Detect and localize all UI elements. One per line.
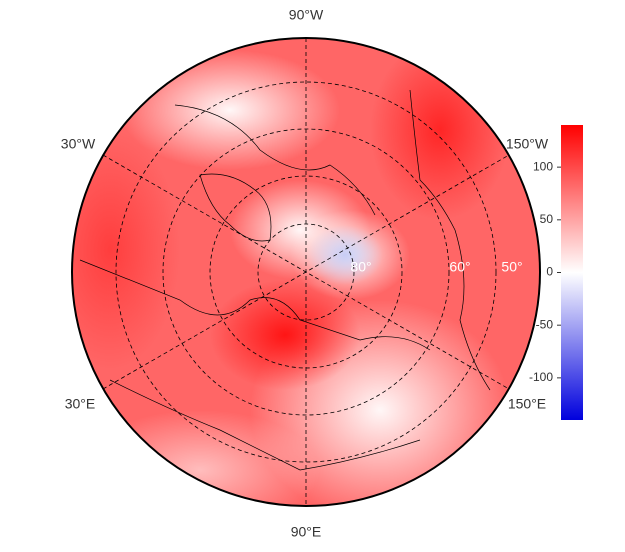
longitude-label: 90°W	[289, 7, 324, 23]
latitude-label: 80°	[350, 259, 371, 275]
field	[72, 38, 540, 506]
colorbar-tick-label: 0	[546, 265, 553, 279]
field-high	[210, 280, 360, 390]
colorbar-tick-label: 100	[533, 159, 553, 173]
colorbar-fill	[561, 125, 583, 420]
field-low	[120, 50, 340, 170]
colorbar-tick-label: -50	[536, 317, 554, 331]
graticule	[102, 38, 510, 506]
longitude-label: 150°W	[506, 136, 549, 152]
longitude-label: 150°E	[508, 396, 546, 412]
longitude-label: 30°E	[65, 396, 96, 412]
colorbar-tick-label: -100	[529, 370, 553, 384]
longitude-label: 30°W	[61, 136, 96, 152]
colorbar-tick-label: 50	[540, 212, 554, 226]
field-low	[80, 410, 320, 506]
field-high	[72, 130, 180, 370]
field-negative	[307, 225, 383, 285]
latitude-label: 60°	[449, 259, 470, 275]
latitude-label: 50°	[501, 259, 522, 275]
field-high	[370, 40, 510, 220]
map-boundary	[71, 37, 541, 507]
longitude-label: 90°E	[291, 524, 322, 540]
colorbar: 100 50 0 -50 -100	[529, 125, 583, 420]
